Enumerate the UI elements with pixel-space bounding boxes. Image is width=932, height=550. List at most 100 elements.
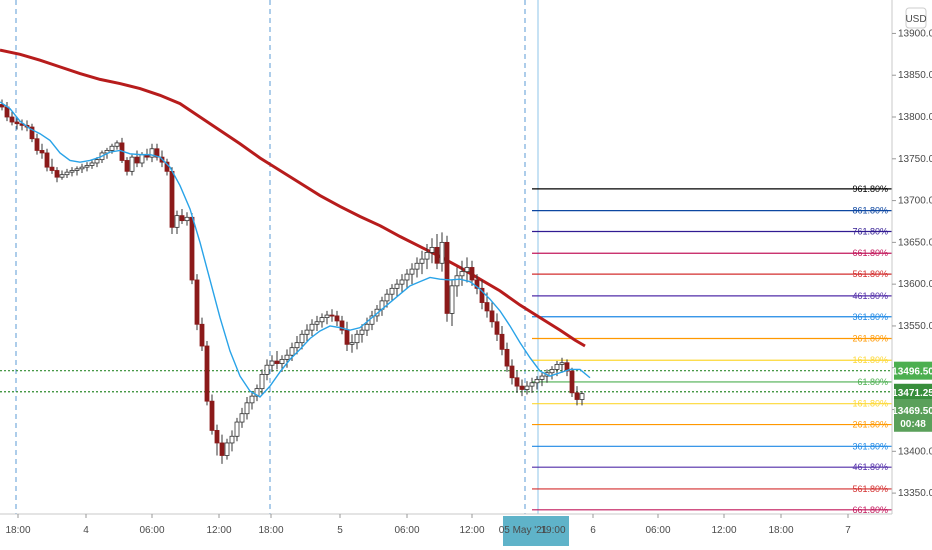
candle-body [484, 302, 490, 312]
candle-body [109, 145, 115, 151]
x-tick-label: 06:00 [645, 525, 670, 536]
candle-body [299, 333, 305, 344]
y-tick-label: 13350.00 [898, 488, 932, 499]
x-tick-label: 18:00 [768, 525, 793, 536]
candle-body [54, 170, 60, 178]
moving-average-long-line [0, 48, 586, 348]
fib-level-label: 561.80% [852, 269, 888, 279]
candle-body [59, 174, 65, 178]
fib-level-label: 261.80% [852, 420, 888, 430]
price-badge [894, 361, 932, 380]
x-tick-label: 4 [83, 525, 89, 536]
candle-body [0, 104, 5, 108]
candle-body [414, 262, 420, 270]
fib-level-label: 161.80% [852, 355, 888, 365]
candle-body [264, 364, 270, 375]
x-tick-label: 06:00 [139, 525, 164, 536]
candle-body [429, 246, 435, 253]
current-price-badge [894, 399, 932, 432]
candle-body [74, 168, 80, 171]
candle-body [294, 342, 300, 349]
y-tick-label: 13550.00 [898, 321, 932, 332]
x-tick-label: 18:00 [5, 525, 30, 536]
candle-body [494, 321, 500, 335]
candle-body [459, 271, 465, 277]
fib-level-label: 161.80% [852, 399, 888, 409]
candle-body [399, 279, 405, 285]
y-tick-label: 13850.00 [898, 70, 932, 81]
candle-body [179, 215, 185, 222]
candle-body [149, 148, 155, 158]
candle-body [124, 160, 130, 172]
x-tick-label: 12:00 [206, 525, 231, 536]
candle-body [314, 321, 320, 325]
candle-body [499, 333, 505, 350]
ema-line [0, 101, 591, 398]
candle-body [79, 166, 85, 170]
candle-body [394, 283, 400, 289]
candle-body [199, 323, 205, 347]
candle-body [154, 148, 160, 158]
y-tick-label: 13600.00 [898, 279, 932, 290]
candle-body [344, 329, 350, 345]
candle-body [349, 342, 355, 345]
countdown-label: 00:48 [900, 419, 926, 430]
candle-body [514, 377, 520, 387]
candle-body [229, 435, 235, 444]
candle-body [84, 165, 90, 168]
candle-body [419, 258, 425, 264]
x-tick-label: 19:00 [540, 525, 565, 536]
fib-level-label: 661.80% [852, 248, 888, 258]
candle-body [354, 333, 360, 344]
candle-body [219, 442, 225, 456]
candle-body [304, 329, 310, 335]
candle-body [274, 360, 280, 364]
candle-body [209, 400, 215, 431]
candle-body [324, 314, 330, 318]
candle-body [284, 354, 290, 360]
candle-body [239, 413, 245, 423]
fib-level-label: 461.80% [852, 291, 888, 301]
candle-body [269, 360, 275, 366]
candle-body [409, 268, 415, 275]
candle-body [14, 121, 20, 125]
candle-body [29, 126, 35, 140]
x-tick-label: 6 [590, 525, 596, 536]
candle-body [579, 393, 585, 400]
candle-body [444, 241, 450, 314]
candle-body [404, 273, 410, 281]
candle-body [529, 382, 535, 387]
candle-body [259, 374, 265, 390]
candle-body [214, 430, 220, 444]
candle-body [69, 170, 75, 173]
candle-body [479, 287, 485, 303]
fib-level-label: 561.80% [852, 484, 888, 494]
candle-body [9, 116, 15, 123]
candle-body [89, 162, 95, 166]
candle-body [129, 156, 135, 172]
x-tick-label: 7 [845, 525, 851, 536]
candle-body [519, 385, 525, 390]
y-tick-label: 13650.00 [898, 237, 932, 248]
x-tick-label: 06:00 [394, 525, 419, 536]
candle-body [574, 392, 580, 400]
candle-body [469, 267, 475, 281]
candle-body [504, 348, 510, 367]
candle-body [424, 252, 430, 260]
time-cursor-highlight [503, 516, 569, 546]
y-tick-label: 13750.00 [898, 154, 932, 165]
candle-body [249, 395, 255, 404]
candle-body [329, 314, 335, 317]
y-tick-label: 13800.00 [898, 112, 932, 123]
current-price-label: 13469.50 [892, 406, 932, 417]
fib-level-label: 961.80% [852, 184, 888, 194]
candle-body [94, 159, 100, 164]
candle-body [34, 138, 40, 151]
y-tick-label: 13400.00 [898, 446, 932, 457]
candle-body [539, 375, 545, 380]
candle-body [44, 152, 50, 168]
candle-body [254, 388, 260, 397]
candle-body [534, 379, 540, 384]
